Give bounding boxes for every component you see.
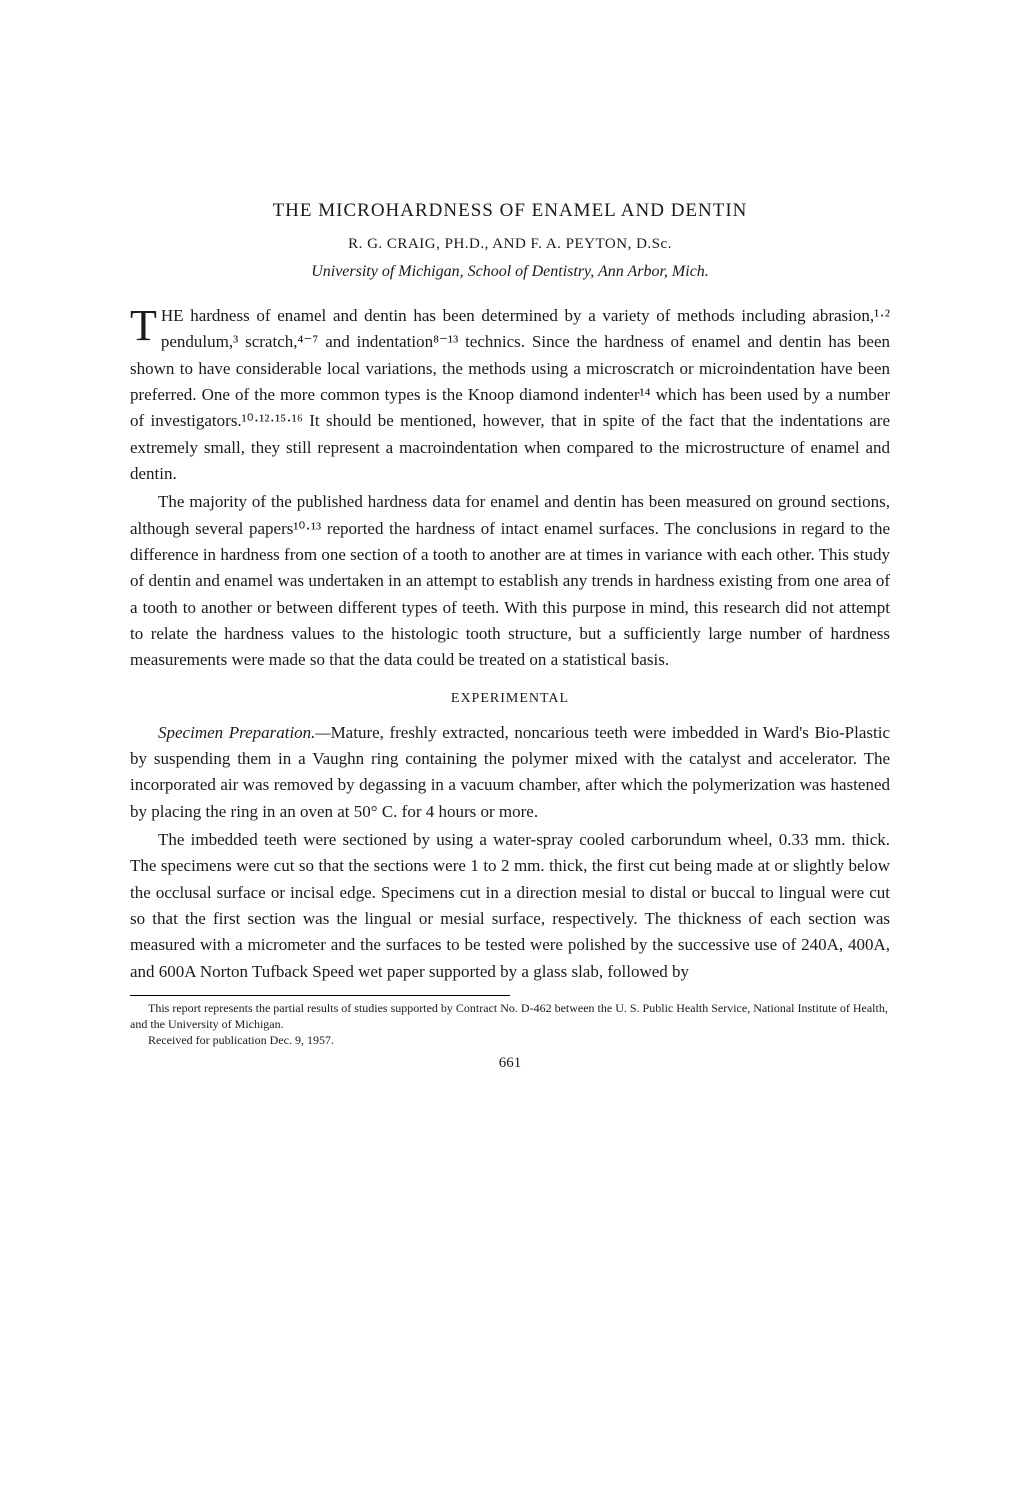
dropcap-letter: T	[130, 303, 161, 344]
paragraph-1: THE hardness of enamel and dentin has be…	[130, 303, 890, 487]
paragraph-1-body: HE hardness of enamel and dentin has bee…	[130, 306, 890, 483]
body-text-block: THE hardness of enamel and dentin has be…	[130, 303, 890, 985]
article-title: THE MICROHARDNESS OF ENAMEL AND DENTIN	[130, 200, 890, 222]
paragraph-3-lead: Specimen Preparation.—	[158, 723, 331, 742]
page-number: 661	[130, 1055, 890, 1072]
page-container: THE MICROHARDNESS OF ENAMEL AND DENTIN R…	[0, 0, 1020, 1132]
paragraph-4: The imbedded teeth were sectioned by usi…	[130, 827, 890, 985]
section-heading-experimental: EXPERIMENTAL	[130, 688, 890, 710]
footnote-1: This report represents the partial resul…	[130, 1000, 890, 1032]
paragraph-3: Specimen Preparation.—Mature, freshly ex…	[130, 720, 890, 825]
footnote-2: Received for publication Dec. 9, 1957.	[130, 1032, 890, 1048]
authors-line: R. G. CRAIG, PH.D., AND F. A. PEYTON, D.…	[130, 236, 890, 253]
affiliation-line: University of Michigan, School of Dentis…	[130, 263, 890, 281]
paragraph-2: The majority of the published hardness d…	[130, 489, 890, 673]
